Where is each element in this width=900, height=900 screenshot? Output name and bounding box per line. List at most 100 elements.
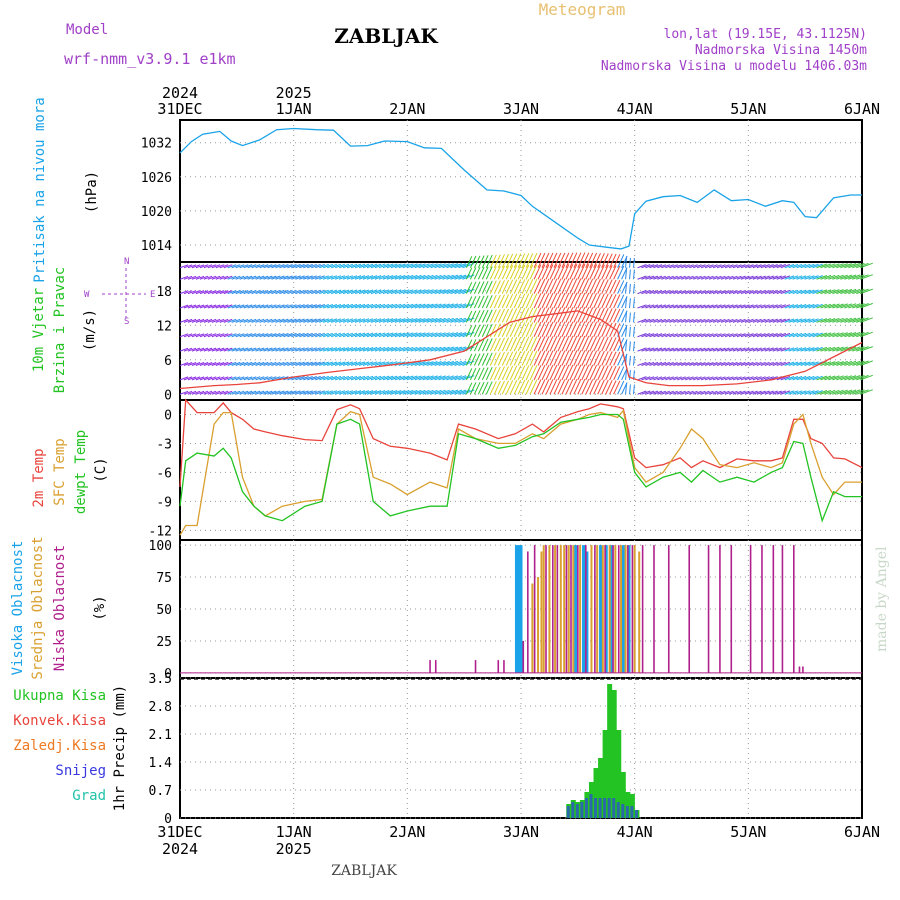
wind-barb (295, 390, 305, 395)
wind-barb (354, 332, 366, 338)
wind-barb (263, 290, 273, 295)
wind-barb (728, 376, 738, 381)
wind-barb (601, 365, 609, 381)
wind-barb (677, 304, 686, 309)
wind-barb (291, 332, 301, 338)
wind-barb (525, 293, 534, 309)
wind-barb (545, 278, 554, 294)
wind-barb (287, 289, 297, 295)
wind-barb (338, 375, 350, 381)
wind-barb (350, 332, 362, 338)
wind-barb (410, 346, 422, 352)
precip-snow-bar (616, 802, 620, 818)
wind-barb (323, 332, 333, 338)
wind-barb (267, 347, 277, 352)
wind-barb (752, 390, 762, 395)
wind-barb (712, 390, 722, 395)
wind-barb (812, 303, 823, 309)
wind-barb (613, 351, 621, 366)
wind-barb (569, 378, 578, 395)
wind-barb (231, 304, 241, 309)
wind-barb (469, 382, 477, 395)
wind-barb (553, 264, 562, 280)
wind-barb (533, 278, 542, 294)
wind-barb (756, 264, 766, 269)
wind-barb (597, 322, 605, 337)
wind-barb (390, 263, 402, 269)
wind-barb (593, 278, 601, 294)
wind-barb (800, 318, 811, 323)
wind-barb (477, 324, 485, 337)
wind-barb (780, 263, 791, 269)
wind-barb (577, 350, 586, 366)
wind-barb (581, 278, 590, 294)
wind-barb (485, 309, 493, 323)
wind-barb (748, 390, 758, 395)
wind-barb (728, 333, 738, 338)
wind-barb (315, 318, 325, 323)
wind-barb (860, 302, 873, 309)
wind-barb (700, 347, 710, 352)
pressure-label: Pritisak na nivou mora (32, 97, 48, 282)
wind-barb (852, 389, 865, 395)
wind-barb (617, 294, 625, 309)
wind-barb (828, 361, 840, 366)
wind-barb (331, 347, 342, 352)
wind-barb (219, 361, 229, 366)
wind-barb (732, 347, 742, 352)
wind-barb (840, 274, 853, 280)
wind-barb (418, 375, 430, 381)
wind-barb (557, 379, 566, 395)
wind-barb (573, 292, 582, 309)
wind-barb (856, 374, 869, 381)
wind-barb (382, 375, 394, 381)
wind-barb (438, 332, 450, 338)
wind-barb (334, 289, 346, 295)
wind-barb (203, 264, 213, 269)
wind-barb (720, 275, 730, 280)
wind-barb (569, 307, 578, 323)
wind-barb (295, 318, 305, 323)
wind-barb (207, 264, 217, 269)
lonlat-label: lon,lat (19.15E, 43.1125N) (664, 27, 868, 42)
wind-barb (473, 324, 481, 337)
wind-barb (605, 365, 613, 381)
wind-barb (657, 376, 667, 381)
wind-barb (776, 318, 786, 323)
wind-barb (295, 361, 305, 366)
wind-barb (593, 293, 601, 309)
wind-barb (319, 263, 329, 269)
wind-barb (489, 254, 497, 268)
wind-barb (812, 318, 823, 323)
wind-barb (402, 303, 414, 309)
wind-barb (661, 390, 670, 395)
wind-barb (521, 350, 530, 366)
wind-barb (469, 324, 477, 337)
wind-barb (334, 318, 346, 323)
wind-barb (537, 336, 546, 352)
precip-tick-label: 0 (164, 812, 172, 827)
wind-barb (641, 289, 651, 295)
wind-barb (275, 333, 285, 338)
wind-barb (485, 323, 493, 337)
wind-barb (390, 303, 402, 309)
wind-barb (259, 361, 269, 366)
wind-barb (681, 275, 690, 280)
wind-barb (390, 346, 402, 352)
wind-barb (736, 290, 746, 295)
wind-barb (669, 347, 678, 352)
wind-barb (736, 376, 746, 381)
wind-barb (358, 347, 370, 352)
wind-barb (327, 318, 338, 323)
wind-barb (860, 274, 873, 280)
wind-barb (856, 274, 869, 280)
wind-barb (569, 252, 578, 268)
wind-barb (704, 376, 714, 381)
wind-barb (609, 322, 617, 337)
wind-barb (629, 326, 631, 337)
wind-barb (553, 278, 562, 294)
wind-barb (465, 296, 473, 309)
wind-barb (665, 390, 674, 395)
wind-barb (856, 389, 869, 395)
wind-barb (406, 389, 418, 395)
